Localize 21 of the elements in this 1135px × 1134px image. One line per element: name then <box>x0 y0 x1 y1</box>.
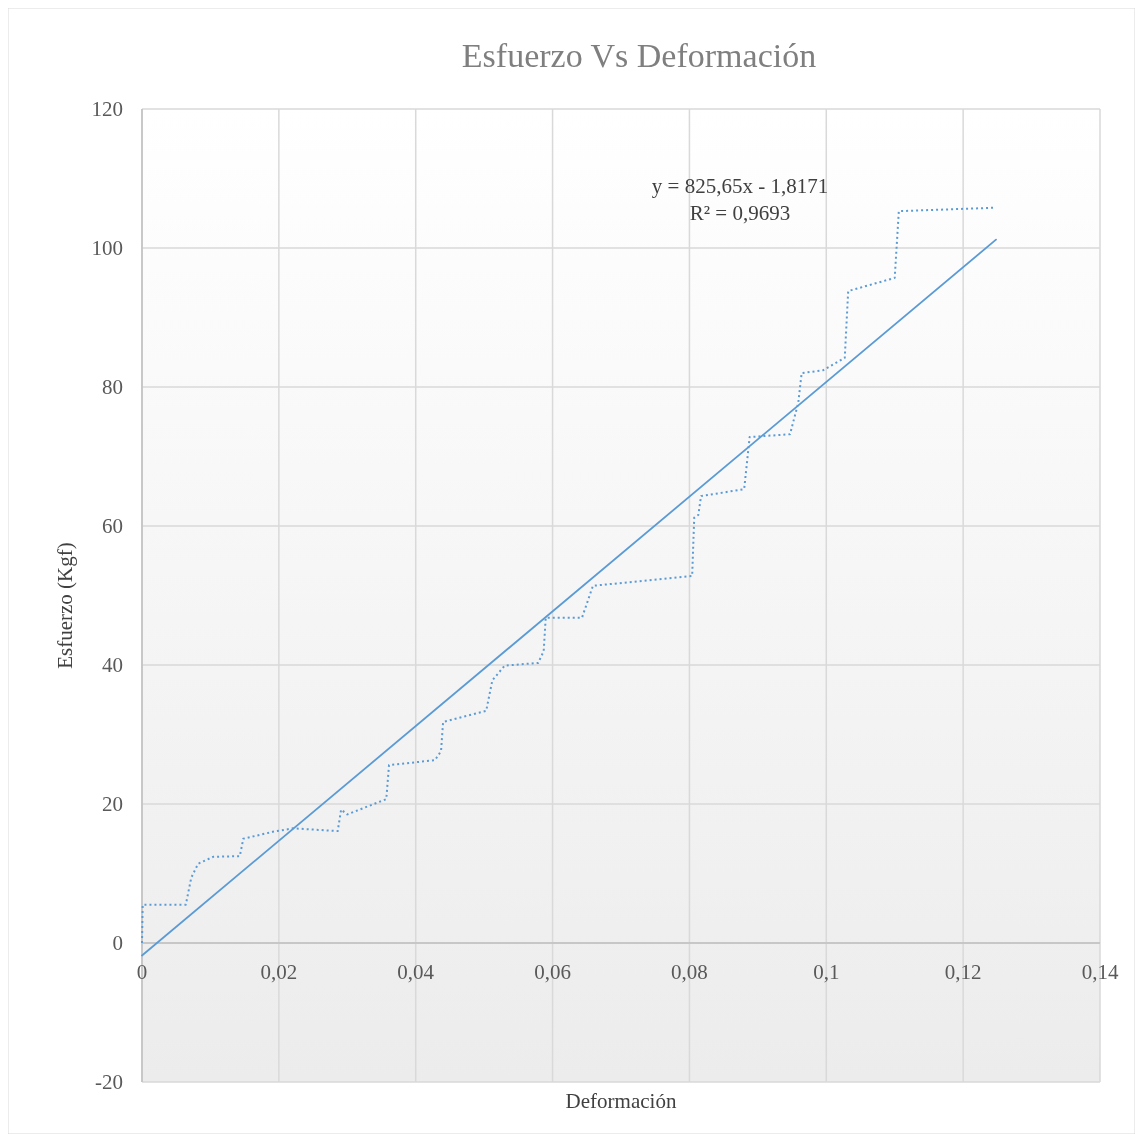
y-tick-label: 60 <box>102 514 123 538</box>
x-tick-label: 0,12 <box>944 960 982 984</box>
y-tick-label: -20 <box>95 1070 123 1094</box>
x-tick-label: 0,06 <box>534 960 571 984</box>
x-tick-label: 0,1 <box>813 960 840 984</box>
x-tick-label: 0 <box>136 960 148 984</box>
x-tick-label: 0,04 <box>397 960 435 984</box>
y-tick-label: 120 <box>91 97 123 121</box>
y-tick-label: 0 <box>112 931 123 955</box>
y-tick-label: 20 <box>102 792 123 816</box>
x-tick-label: 0,02 <box>260 960 298 984</box>
x-tick-label: 0,08 <box>671 960 708 984</box>
chart-title: Esfuerzo Vs Deformación <box>461 37 817 74</box>
y-axis-title: Esfuerzo (Kgf) <box>53 542 77 669</box>
annotation: y = 825,65x - 1,8171 <box>651 174 829 198</box>
annotation: R² = 0,9693 <box>689 201 791 225</box>
y-tick-label: 40 <box>102 653 123 677</box>
x-axis-title: Deformación <box>565 1089 677 1113</box>
y-tick-label: 100 <box>91 236 123 260</box>
x-tick-label: 0,14 <box>1081 960 1119 984</box>
y-tick-label: 80 <box>102 375 123 399</box>
